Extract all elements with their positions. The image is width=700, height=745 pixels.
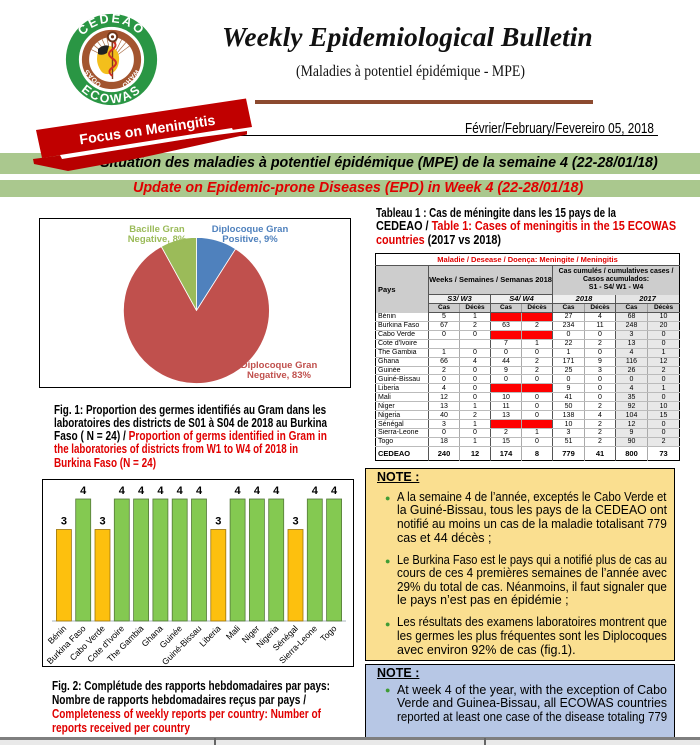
svg-text:3: 3 (292, 516, 298, 528)
svg-text:4: 4 (80, 485, 87, 497)
svg-text:4: 4 (177, 485, 184, 497)
svg-text:3: 3 (99, 516, 105, 528)
svg-text:4: 4 (157, 485, 164, 497)
svg-text:Negative, 8%: Negative, 8% (128, 234, 187, 245)
svg-text:Positive, 9%: Positive, 9% (222, 234, 278, 245)
svg-text:4: 4 (119, 485, 126, 497)
svg-text:4: 4 (138, 485, 145, 497)
svg-text:4: 4 (235, 485, 242, 497)
svg-text:3: 3 (61, 516, 67, 528)
svg-text:4: 4 (331, 485, 338, 497)
svg-text:Bacille Gran: Bacille Gran (129, 224, 185, 235)
svg-text:3: 3 (215, 516, 221, 528)
svg-text:Negative, 83%: Negative, 83% (247, 370, 311, 381)
svg-text:4: 4 (196, 485, 203, 497)
svg-text:Liberia: Liberia (197, 623, 222, 648)
svg-text:Diplocoque Gran: Diplocoque Gran (241, 360, 318, 371)
svg-text:Diplocoque Gran: Diplocoque Gran (212, 224, 289, 235)
svg-text:Togo: Togo (318, 623, 338, 643)
svg-text:4: 4 (273, 485, 280, 497)
svg-text:4: 4 (312, 485, 319, 497)
svg-text:4: 4 (254, 485, 261, 497)
